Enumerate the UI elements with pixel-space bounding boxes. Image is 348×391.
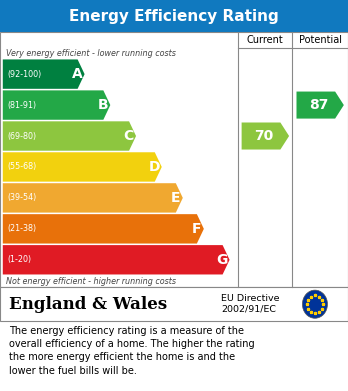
Circle shape (302, 290, 327, 318)
Text: 87: 87 (309, 98, 328, 112)
Polygon shape (3, 152, 162, 182)
Text: EU Directive
2002/91/EC: EU Directive 2002/91/EC (221, 294, 279, 314)
Text: E: E (171, 191, 180, 205)
Text: C: C (123, 129, 134, 143)
Polygon shape (242, 122, 289, 149)
Polygon shape (3, 90, 110, 120)
Polygon shape (3, 183, 183, 213)
Text: G: G (216, 253, 228, 267)
Text: Energy Efficiency Rating: Energy Efficiency Rating (69, 9, 279, 23)
Text: The energy efficiency rating is a measure of the
overall efficiency of a home. T: The energy efficiency rating is a measur… (9, 326, 254, 376)
Text: Not energy efficient - higher running costs: Not energy efficient - higher running co… (6, 277, 176, 286)
FancyBboxPatch shape (0, 0, 348, 32)
FancyBboxPatch shape (0, 32, 348, 287)
Polygon shape (3, 245, 230, 274)
Text: Current: Current (247, 35, 284, 45)
Text: (1-20): (1-20) (7, 255, 31, 264)
Text: D: D (148, 160, 160, 174)
FancyBboxPatch shape (0, 287, 348, 321)
Text: (81-91): (81-91) (7, 100, 36, 109)
Polygon shape (296, 91, 344, 118)
Text: (55-68): (55-68) (7, 162, 36, 172)
Text: Very energy efficient - lower running costs: Very energy efficient - lower running co… (6, 49, 175, 58)
Text: B: B (97, 98, 108, 112)
Text: F: F (191, 222, 201, 236)
Polygon shape (3, 121, 136, 151)
Text: (69-80): (69-80) (7, 131, 36, 140)
Text: 70: 70 (254, 129, 273, 143)
Text: Potential: Potential (299, 35, 342, 45)
Text: (39-54): (39-54) (7, 194, 36, 203)
Polygon shape (3, 59, 85, 89)
Text: (92-100): (92-100) (7, 70, 41, 79)
Text: A: A (72, 67, 82, 81)
Text: England & Wales: England & Wales (9, 296, 167, 313)
Text: (21-38): (21-38) (7, 224, 36, 233)
Polygon shape (3, 214, 204, 244)
